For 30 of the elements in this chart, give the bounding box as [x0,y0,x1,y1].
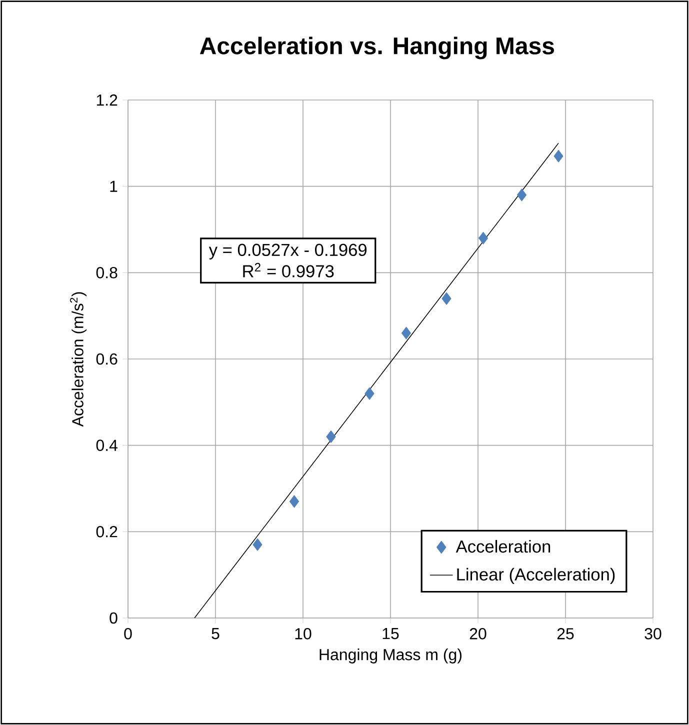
point [252,538,262,551]
point [364,387,374,400]
point [442,292,452,305]
x-tick-label: 10 [295,628,312,640]
y-tick-label: 0.4 [96,440,118,451]
x-tick-label: 0 [124,628,132,640]
point [326,430,336,443]
y-axis-title: Acceleration (m/s$^{2}$) [70,292,87,427]
x-tick-label: 30 [644,628,662,640]
y-tick-label: 0.8 [96,267,118,278]
point [516,188,527,202]
y-tick-label: 0.2 [96,526,118,538]
point [289,495,300,508]
point [554,150,564,162]
x-axis-title: Hanging Mass m (g) [320,648,462,664]
x-tick-label: 15 [382,628,399,640]
x-tick-label: 5 [212,628,220,640]
x-tick-label: 20 [470,628,486,640]
point [478,232,488,244]
annotation: y = 0.0527x - 0.1969 [208,244,367,260]
annotation: R$^{2}$ = 0.9973 [243,262,334,278]
y-tick-label: 0.6 [96,353,118,365]
point [401,326,412,340]
legend-label: Acceleration [456,540,550,553]
chart-title: Acceleration vs. Hanging Mass [200,36,554,60]
y-tick-label: 1 [110,180,118,192]
y-tick-label: 1.2 [96,94,118,106]
y-tick-label: 0 [110,612,118,624]
legend-label: Linear (Acceleration) [457,568,615,584]
x-tick-label: 25 [557,628,574,640]
